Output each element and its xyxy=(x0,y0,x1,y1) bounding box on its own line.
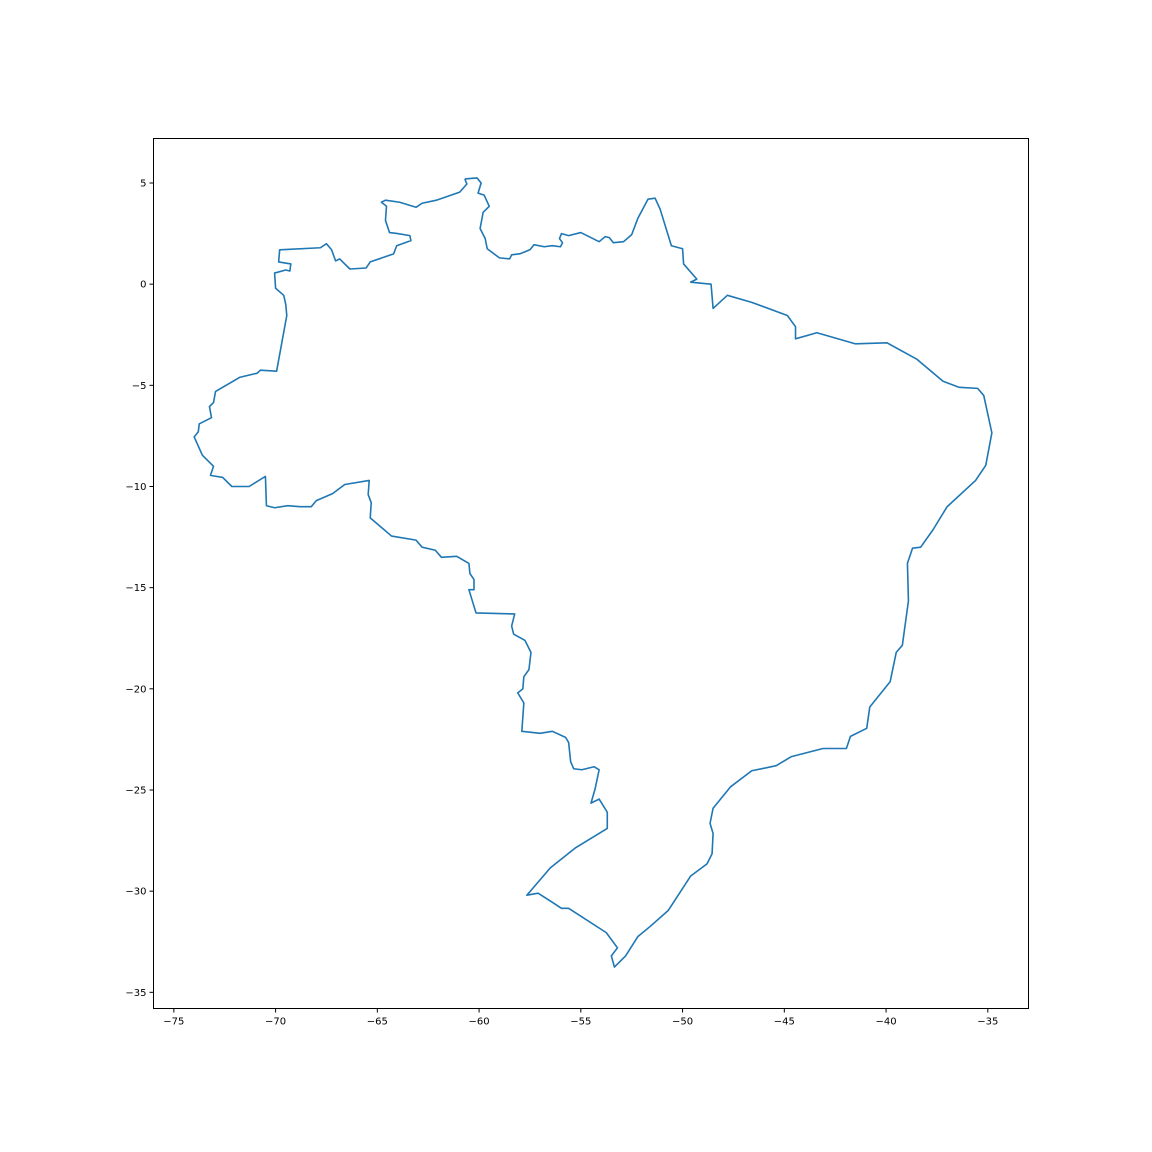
y-axis: 5 0 −5 −10 −15 −20 −25 −30 −35 xyxy=(125,179,154,999)
x-axis: −75 −70 −65 −60 −55 −50 −45 −40 −35 xyxy=(163,1008,998,1028)
y-tick-label: −35 xyxy=(125,988,146,999)
x-tick-label: −65 xyxy=(367,1017,388,1028)
x-tick-label: −60 xyxy=(469,1017,490,1028)
y-tick-label: −15 xyxy=(125,583,146,594)
x-tick-label: −50 xyxy=(672,1017,693,1028)
y-tick-label: −20 xyxy=(125,684,146,695)
x-tick-label: −40 xyxy=(876,1017,897,1028)
x-tick-label: −70 xyxy=(265,1017,286,1028)
boundary-line xyxy=(193,177,993,968)
x-tick-label: −35 xyxy=(977,1017,998,1028)
y-tick-label: −5 xyxy=(132,381,147,392)
y-tick-label: −30 xyxy=(125,887,146,898)
x-tick-label: −55 xyxy=(570,1017,591,1028)
x-tick-label: −45 xyxy=(774,1017,795,1028)
y-tick-label: −10 xyxy=(125,482,146,493)
y-tick-label: 0 xyxy=(140,280,146,291)
plot-frame xyxy=(153,138,1029,1009)
y-tick-label: 5 xyxy=(140,179,146,190)
x-tick-label: −75 xyxy=(163,1017,184,1028)
y-tick-label: −25 xyxy=(125,785,146,796)
outline-layer xyxy=(193,177,993,968)
